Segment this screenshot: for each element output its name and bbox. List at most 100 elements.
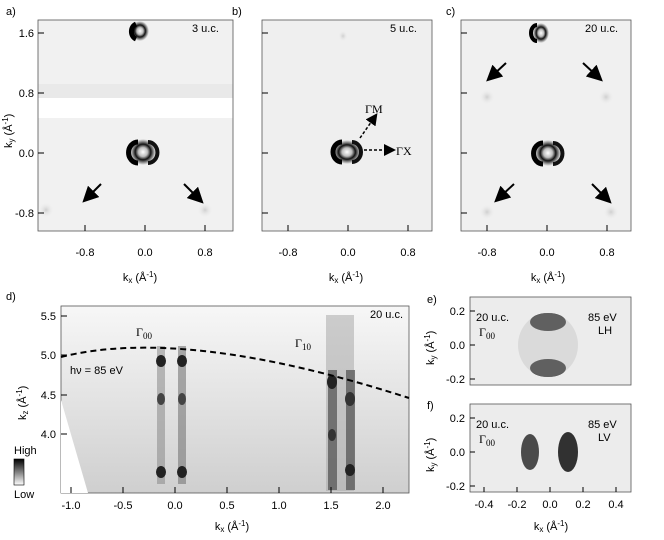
x-axis-label: kx (Å-1)	[215, 519, 249, 534]
panel-b-letter: b)	[232, 6, 242, 18]
panel-e-letter: e)	[427, 294, 437, 306]
panel-a-thickness: 3 u.c.	[192, 23, 219, 35]
y-tick-label: -0.2	[446, 481, 465, 493]
y-axis-label: kz (Å-1)	[15, 386, 30, 420]
arrow-icon	[494, 183, 515, 203]
panel-a-gap	[38, 98, 233, 118]
y-tick-label: 1.6	[19, 28, 34, 40]
x-axis-label: kx (Å-1)	[123, 270, 157, 285]
panel-d-y-axis: 5.5 5.0 4.5 4.0 kz (Å-1)	[15, 311, 67, 441]
intensity-blob	[521, 434, 539, 470]
x-tick-label: 0.0	[167, 500, 182, 512]
panel-c-thickness: 20 u.c.	[585, 23, 618, 35]
y-tick-label: 4.0	[41, 429, 56, 441]
panel-b-frame	[261, 19, 433, 232]
free-electron-final-state-curve	[60, 346, 410, 399]
x-axis-label: kx (Å-1)	[329, 270, 363, 285]
y-axis-label: ky (Å-1)	[1, 114, 16, 148]
panel-b-x-axis: -0.8 0.0 0.8 kx (Å-1)	[279, 225, 416, 285]
spot-arc	[330, 139, 343, 165]
colorbar: High Low	[13, 445, 37, 501]
panel-f-polarization: LV	[598, 432, 611, 444]
panel-e-energy: 85 eV	[588, 312, 617, 324]
panel-a-band	[38, 84, 233, 98]
panel-f-energy: 85 eV	[588, 419, 617, 431]
intensity-halo	[518, 313, 578, 377]
x-tick-label: -0.8	[279, 247, 298, 259]
x-tick-label: 0.0	[542, 499, 557, 511]
spot-arc	[126, 139, 139, 166]
panel-c-y-axis	[461, 32, 467, 214]
direction-arrow-icon	[359, 113, 378, 139]
faint-spot	[197, 202, 213, 218]
panel-b: b) 5 u.c. ΓM ΓX -0.8 0.0 0.8 kx (Å-1)	[232, 6, 433, 285]
x-tick-label: -0.8	[76, 247, 95, 259]
x-tick-label: 0.8	[197, 247, 212, 259]
y-tick-label: 0.0	[450, 447, 465, 459]
panel-d: d) 20 u.c. hν = 85 eV Γ00 Γ10	[6, 291, 410, 534]
panel-e-polarization: LH	[598, 325, 612, 337]
y-tick-label: 5.5	[41, 311, 56, 323]
x-tick-label: 0.0	[137, 247, 152, 259]
y-tick-label: 0.8	[19, 88, 34, 100]
panel-c-x-axis: -0.8 0.0 0.8 kx (Å-1)	[478, 225, 615, 285]
y-tick-label: -0.8	[15, 208, 34, 220]
gamma10-label: Γ10	[295, 336, 311, 352]
panel-e-gamma: Γ00	[479, 325, 495, 341]
gamma-m-label: ΓM	[365, 102, 383, 116]
faint-spot	[38, 202, 54, 218]
panel-f-gamma: Γ00	[479, 432, 495, 448]
x-axis-label: kx (Å-1)	[531, 270, 565, 285]
x-tick-label: -0.5	[114, 500, 133, 512]
gamma00-stripes	[156, 346, 187, 484]
y-tick-label: -0.2	[446, 374, 465, 386]
arrow-icon	[486, 62, 507, 82]
panel-f: f) 20 u.c. Γ00 85 eV LV 0.2 0.0 -0.2 ky …	[423, 400, 632, 534]
panel-d-x-axis: -1.0 -0.5 0.0 0.5 1.0 1.5 2.0 kx (Å-1)	[62, 487, 391, 534]
arrow-icon	[82, 183, 102, 203]
gamma-x-label: ΓX	[396, 144, 412, 158]
panel-f-thickness: 20 u.c.	[476, 419, 509, 431]
spot-arc	[552, 141, 565, 166]
x-tick-label: 0.8	[599, 247, 614, 259]
x-tick-label: 0.4	[608, 499, 623, 511]
intensity-blob	[558, 432, 578, 472]
panel-e: e) 20 u.c. Γ00 85 eV LH 0.2 0.0 -0.2 ky …	[423, 294, 632, 386]
y-tick-label: 0.2	[450, 413, 465, 425]
gamma00-label: Γ00	[136, 325, 152, 341]
spot-arc	[529, 23, 538, 43]
y-tick-label: 5.0	[41, 350, 56, 362]
gamma10-stripes	[326, 315, 355, 491]
x-tick-label: -0.4	[475, 499, 494, 511]
faint-spot	[338, 30, 348, 42]
y-axis-label: ky (Å-1)	[423, 331, 438, 365]
panel-c-letter: c)	[446, 6, 455, 18]
panel-d-frame	[60, 305, 410, 494]
colorbar-low-label: Low	[14, 489, 34, 501]
panel-e-y-axis: 0.2 0.0 -0.2 ky (Å-1)	[423, 306, 475, 386]
panel-d-empty-region	[61, 306, 88, 493]
intensity-blob	[530, 313, 566, 331]
panel-a-letter: a)	[6, 6, 16, 18]
faint-spot	[598, 89, 614, 105]
spot-arc	[351, 140, 363, 164]
panel-b-y-axis	[262, 32, 268, 214]
y-tick-label: 0.2	[450, 306, 465, 318]
y-axis-label: ky (Å-1)	[423, 438, 438, 472]
x-tick-label: 0.0	[539, 247, 554, 259]
x-tick-label: 0.5	[219, 500, 234, 512]
panel-d-thickness: 20 u.c.	[370, 309, 403, 321]
colorbar-gradient	[13, 458, 25, 486]
x-axis-label: kx (Å-1)	[534, 519, 568, 534]
panel-c: c) 20 u.c. -0.8 0.0 0.8 kx (Å-1)	[446, 6, 632, 285]
diffraction-spot	[535, 140, 561, 166]
panel-e-thickness: 20 u.c.	[476, 312, 509, 324]
x-tick-label: -1.0	[62, 500, 81, 512]
panel-c-frame	[460, 19, 632, 232]
faint-spot	[479, 89, 495, 105]
colorbar-high-label: High	[14, 445, 37, 457]
panel-f-letter: f)	[427, 400, 434, 412]
x-tick-label: -0.8	[478, 247, 497, 259]
panel-f-y-axis: 0.2 0.0 -0.2 ky (Å-1)	[423, 413, 475, 493]
